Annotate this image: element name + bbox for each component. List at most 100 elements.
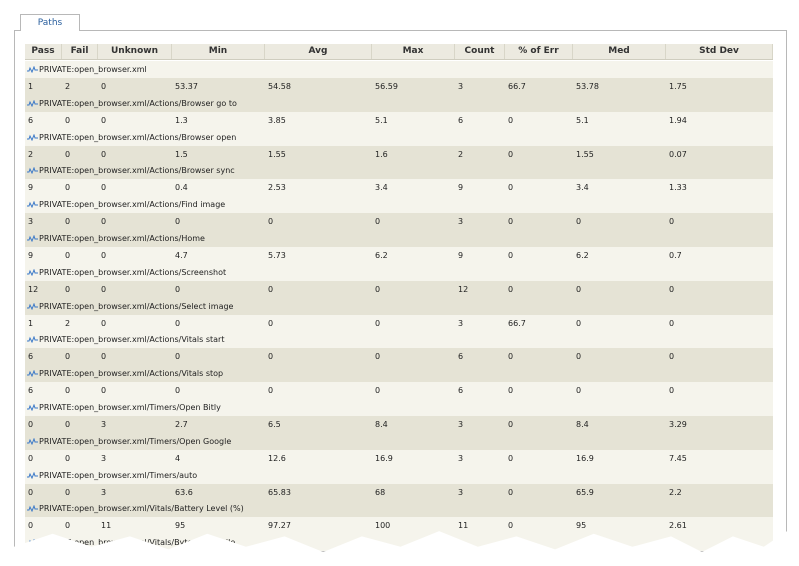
column-header[interactable]: Fail [62,44,98,59]
tab[interactable]: Paths [20,14,80,31]
table-cell: 1.75 [669,82,687,91]
table-cell: 3 [101,453,107,463]
column-header[interactable]: Min [172,44,265,59]
data-row[interactable]: 2 0 0 1.5 1.55 1.6 2 0 1.55 0.07 [25,145,773,163]
column-header[interactable]: Max [372,44,455,59]
path-row[interactable]: PRIVATE:open_browser.xml/Timers/auto [25,466,773,484]
data-row[interactable]: 0 0 3 4 12.6 16.9 3 0 16.9 7.45 [25,449,773,467]
data-row[interactable]: 6 0 0 0 0 0 6 0 0 0 [25,382,773,400]
path-row[interactable]: PRIVATE:open_browser.xml/Actions/Browser… [25,94,773,112]
table-cell: 2 [65,82,71,91]
data-row[interactable]: 0 0 3 2.7 6.5 8.4 3 0 8.4 3.29 [25,416,773,433]
table-cell: 1.55 [268,149,286,159]
data-row[interactable]: 0 0 11 95 97.27 100 11 0 95 2.61 [25,517,773,535]
path-icon [27,66,38,73]
table-cell: 0 [669,217,675,227]
table-cell: 7.45 [669,453,687,463]
path-label: PRIVATE:open_browser.xml/Actions/Find im… [39,200,226,210]
table-cell: 0 [101,82,107,91]
data-row[interactable]: 3 0 0 0 0 0 3 0 0 0 [25,213,773,231]
table-cell: 6 [458,115,464,125]
path-label: PRIVATE:open_browser.xml/Actions/Vitals … [39,369,224,379]
column-header[interactable]: Avg [265,44,372,59]
table-cell: 1.33 [669,183,687,193]
data-row[interactable]: 12 0 0 0 0 0 12 0 0 0 [25,280,773,298]
path-label: PRIVATE:open_browser.xml/Actions/Vitals … [39,335,225,345]
path-icon [27,539,38,547]
table-cell: 0 [65,521,71,531]
table-cell: 6 [28,386,34,396]
path-label: PRIVATE:open_browser.xml/Timers/Open Bit… [39,403,221,412]
table-cell: 2 [65,318,71,328]
path-icon [27,167,38,175]
column-header[interactable]: % of Err [505,44,573,59]
path-row[interactable]: PRIVATE:open_browser.xml/Vitals/Battery … [25,500,773,518]
path-label: PRIVATE:open_browser.xml/Actions/Home [39,234,205,243]
table-cell: 100 [375,521,391,531]
column-header[interactable]: Med [573,44,666,59]
path-row[interactable]: PRIVATE:open_browser.xml/Actions/Home [25,230,773,247]
path-row[interactable]: PRIVATE:open_browser.xml/Actions/Browser… [25,162,773,180]
table-cell: 0 [576,386,582,396]
path-label: PRIVATE:open_browser.xml/Vitals/Battery … [39,504,244,514]
table-cell: 54.58 [268,82,291,91]
path-label: PRIVATE:open_browser.xml [39,65,147,74]
table-cell: 1.55 [576,149,594,159]
path-row[interactable]: PRIVATE:open_browser.xml/Actions/Vitals … [25,365,773,383]
column-header[interactable]: Pass [25,44,62,59]
path-row[interactable]: PRIVATE:open_browser.xml [25,61,773,78]
table-cell: 0 [508,149,514,159]
header-row: Pass Fail Unknown Min Avg Max Count% of Err Med… [25,44,773,60]
data-row[interactable]: 6 0 0 0 0 0 6 0 0 0 [25,348,773,366]
table-cell: 5.1 [576,115,589,125]
table-cell: 0 [65,453,71,463]
table-cell: 9 [458,183,464,193]
table-cell: 4 [175,453,181,463]
path-row[interactable]: PRIVATE:open_browser.xml/Actions/Browser… [25,128,773,146]
column-header[interactable]: Std Dev [666,44,773,59]
table-cell: 3 [28,217,34,227]
data-row[interactable]: 6 0 0 1.3 3.85 5.1 6 0 5.1 1.94 [25,111,773,129]
path-row[interactable]: PRIVATE:open_browser.xml/Actions/Select … [25,297,773,315]
table-cell: 0 [65,251,71,260]
path-icon [27,471,38,479]
table-cell: 0 [101,183,107,193]
table-cell: 3 [458,453,464,463]
table-cell: 2 [458,149,464,159]
path-row[interactable]: PRIVATE:open_browser.xml/Actions/Screens… [25,263,773,281]
column-header[interactable]: Count [455,44,505,59]
table-cell: 3 [458,82,464,91]
table-cell: 65.83 [268,487,291,497]
table-cell: 1 [28,82,34,91]
table-cell: 3 [458,217,464,227]
path-row[interactable]: PRIVATE:open_browser.xml/Actions/Find im… [25,196,773,214]
path-row[interactable]: PRIVATE:open_browser.xml/Vitals/Bytes In… [25,534,773,552]
table-cell: 2.61 [669,521,687,531]
table-cell: 0 [175,217,181,227]
data-row[interactable]: 9 0 0 4.7 5.73 6.2 9 0 6.2 0.7 [25,247,773,264]
data-row[interactable]: 9 0 0 0.4 2.53 3.4 9 0 3.4 1.33 [25,179,773,197]
table-cell: 0 [101,318,107,328]
data-row[interactable]: 0 0 3 63.6 65.83 68 3 0 65.9 2.2 [25,483,773,501]
path-row[interactable]: PRIVATE:open_browser.xml/Timers/Open Goo… [25,432,773,450]
table-cell: 0 [101,217,107,227]
table-cell: 0 [65,284,71,294]
path-label: PRIVATE:open_browser.xml/Actions/Select … [39,301,234,311]
table-cell: 0 [268,284,274,294]
table-cell: 12 [28,284,39,294]
data-row[interactable]: 1 2 0 0 0 0 3 66.7 0 0 [25,314,773,332]
table-cell: 1.5 [175,149,188,159]
table-cell: 6.2 [375,251,388,260]
data-row[interactable]: 1 2 0 53.37 54.58 56.59 3 66.7 53.78 1.75 [25,78,773,95]
panel: Pass Fail Unknown Min Avg Max Count% of Err Med… [14,30,787,552]
table-cell: 3.4 [375,183,388,193]
path-label: PRIVATE:open_browser.xml/Actions/Screens… [39,267,227,277]
path-row[interactable]: PRIVATE:open_browser.xml/Actions/Vitals … [25,331,773,349]
path-row[interactable]: PRIVATE:open_browser.xml/Timers/Open Bit… [25,399,773,416]
column-header[interactable]: Unknown [98,44,172,59]
table-cell: 12.6 [268,453,286,463]
table-cell: 3 [458,318,464,328]
table-cell: 0 [101,251,107,260]
table-cell: 0.07 [669,149,687,159]
